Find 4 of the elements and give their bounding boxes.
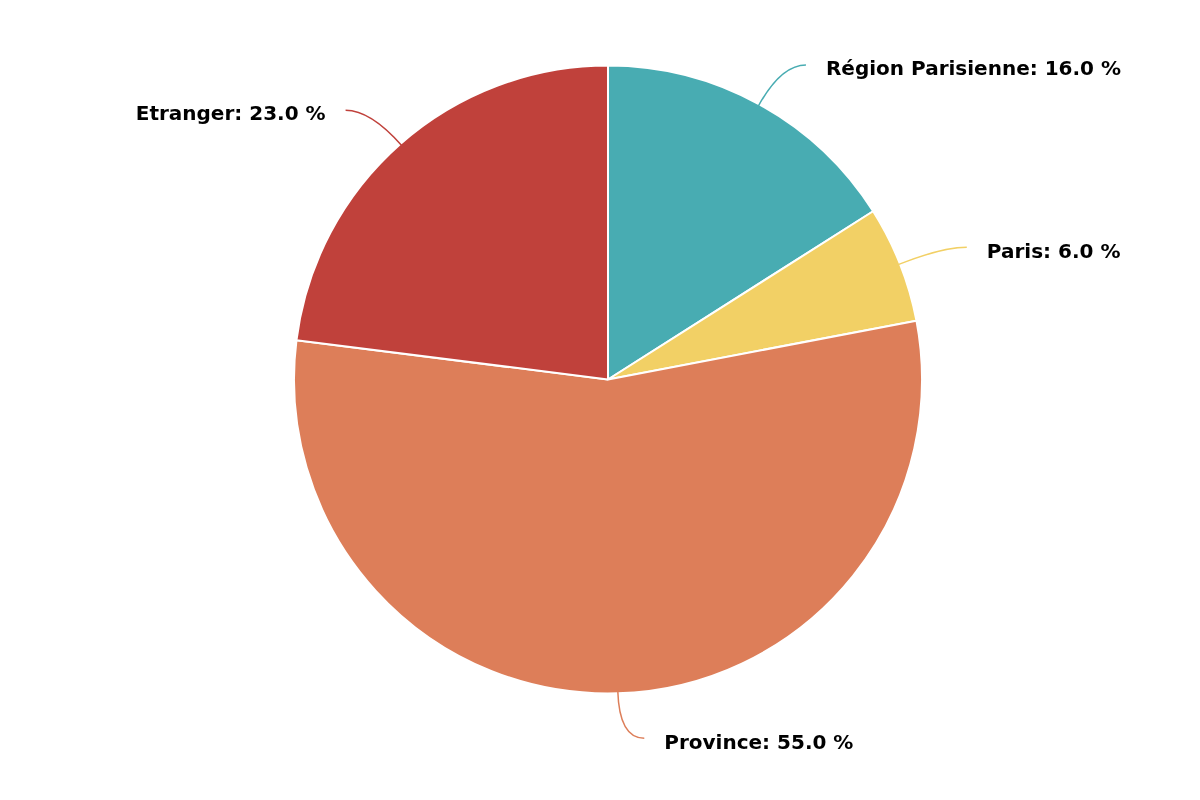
- slice-label: Province: 55.0 %: [664, 729, 854, 754]
- slice-label: Région Parisienne: 16.0 %: [825, 56, 1122, 81]
- slice-label: Paris: 6.0 %: [986, 238, 1121, 263]
- slice-label: Etranger: 23.0 %: [135, 101, 326, 126]
